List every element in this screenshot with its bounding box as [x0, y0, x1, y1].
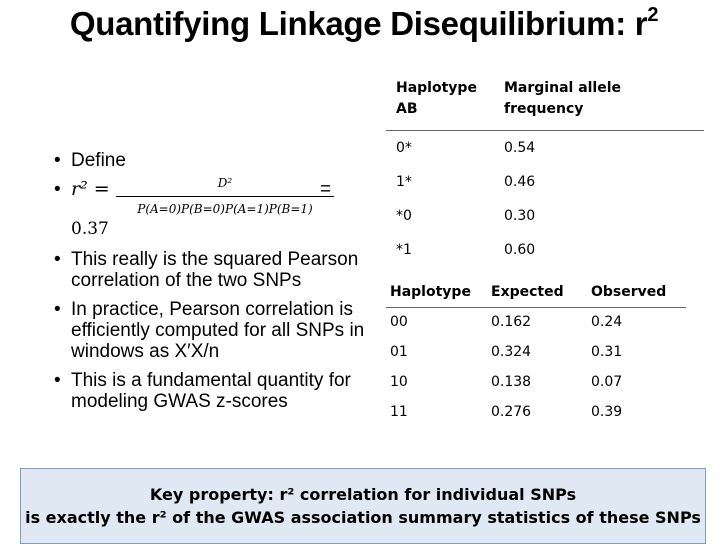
table1-header-haplotype: Haplotype AB [396, 80, 477, 117]
table2-cell: 10 [390, 374, 408, 390]
slide-title: Quantifying Linkage Disequilibrium: r2 [69, 4, 659, 42]
table2-cell: 0.324 [491, 344, 532, 360]
bullet-formula: • r² = D² P(A=0)P(B=0)P(A=1)P(B=1) = 0.3… [54, 176, 374, 245]
table1-cell: *1 [396, 242, 412, 258]
formula-lhs: r² = [71, 178, 110, 200]
bullet-fundamental: • This is a fundamental quantity for mod… [54, 370, 351, 412]
table2-cell: 0.31 [591, 344, 623, 360]
formula-value: 0.37 [71, 219, 109, 239]
bullet-pearson: • This really is the squared Pearson cor… [54, 249, 359, 291]
table2-cell: 11 [390, 404, 408, 420]
bullet-list: • Define • r² = D² P(A=0)P(B=0)P(A=1)P(B… [54, 150, 374, 420]
table2-header-expected: Expected [491, 284, 564, 300]
table1-cell: 0.60 [504, 242, 536, 258]
table2-cell: 00 [390, 314, 408, 330]
key-property-line2: is exactly the r² of the GWAS associatio… [25, 508, 701, 527]
table2-cell: 0.138 [491, 374, 532, 390]
key-property-line1: Key property: r² correlation for individ… [149, 485, 577, 504]
bullet-practice: • In practice, Pearson correlation is ef… [54, 299, 365, 362]
table1-cell: 0* [396, 140, 412, 156]
table2-header-haplotype: Haplotype [390, 284, 471, 300]
table1-cell: 0.54 [504, 140, 536, 156]
table1-cell: 0.30 [504, 208, 536, 224]
table2-cell: 01 [390, 344, 408, 360]
table1-cell: *0 [396, 208, 412, 224]
table1-cell: 1* [396, 174, 412, 190]
formula-equals: = [320, 179, 332, 200]
table2-header-observed: Observed [591, 284, 667, 300]
fraction-denominator: P(A=0)P(B=0)P(A=1)P(B=1) [137, 202, 313, 216]
table2-cell: 0.07 [591, 374, 623, 390]
fraction-numerator: D² [217, 176, 233, 190]
table2-cell: 0.24 [591, 314, 623, 330]
key-property-box: Key property: r² correlation for individ… [20, 468, 706, 544]
table1-header-frequency: Marginal allele frequency [504, 80, 622, 117]
table2-cell: 0.162 [491, 314, 532, 330]
table2-cell: 0.39 [591, 404, 623, 420]
table2-cell: 0.276 [491, 404, 532, 420]
table1-cell: 0.46 [504, 174, 536, 190]
bullet-define: • Define [54, 150, 126, 171]
formula-fraction: D² P(A=0)P(B=0)P(A=1)P(B=1) [116, 173, 334, 220]
